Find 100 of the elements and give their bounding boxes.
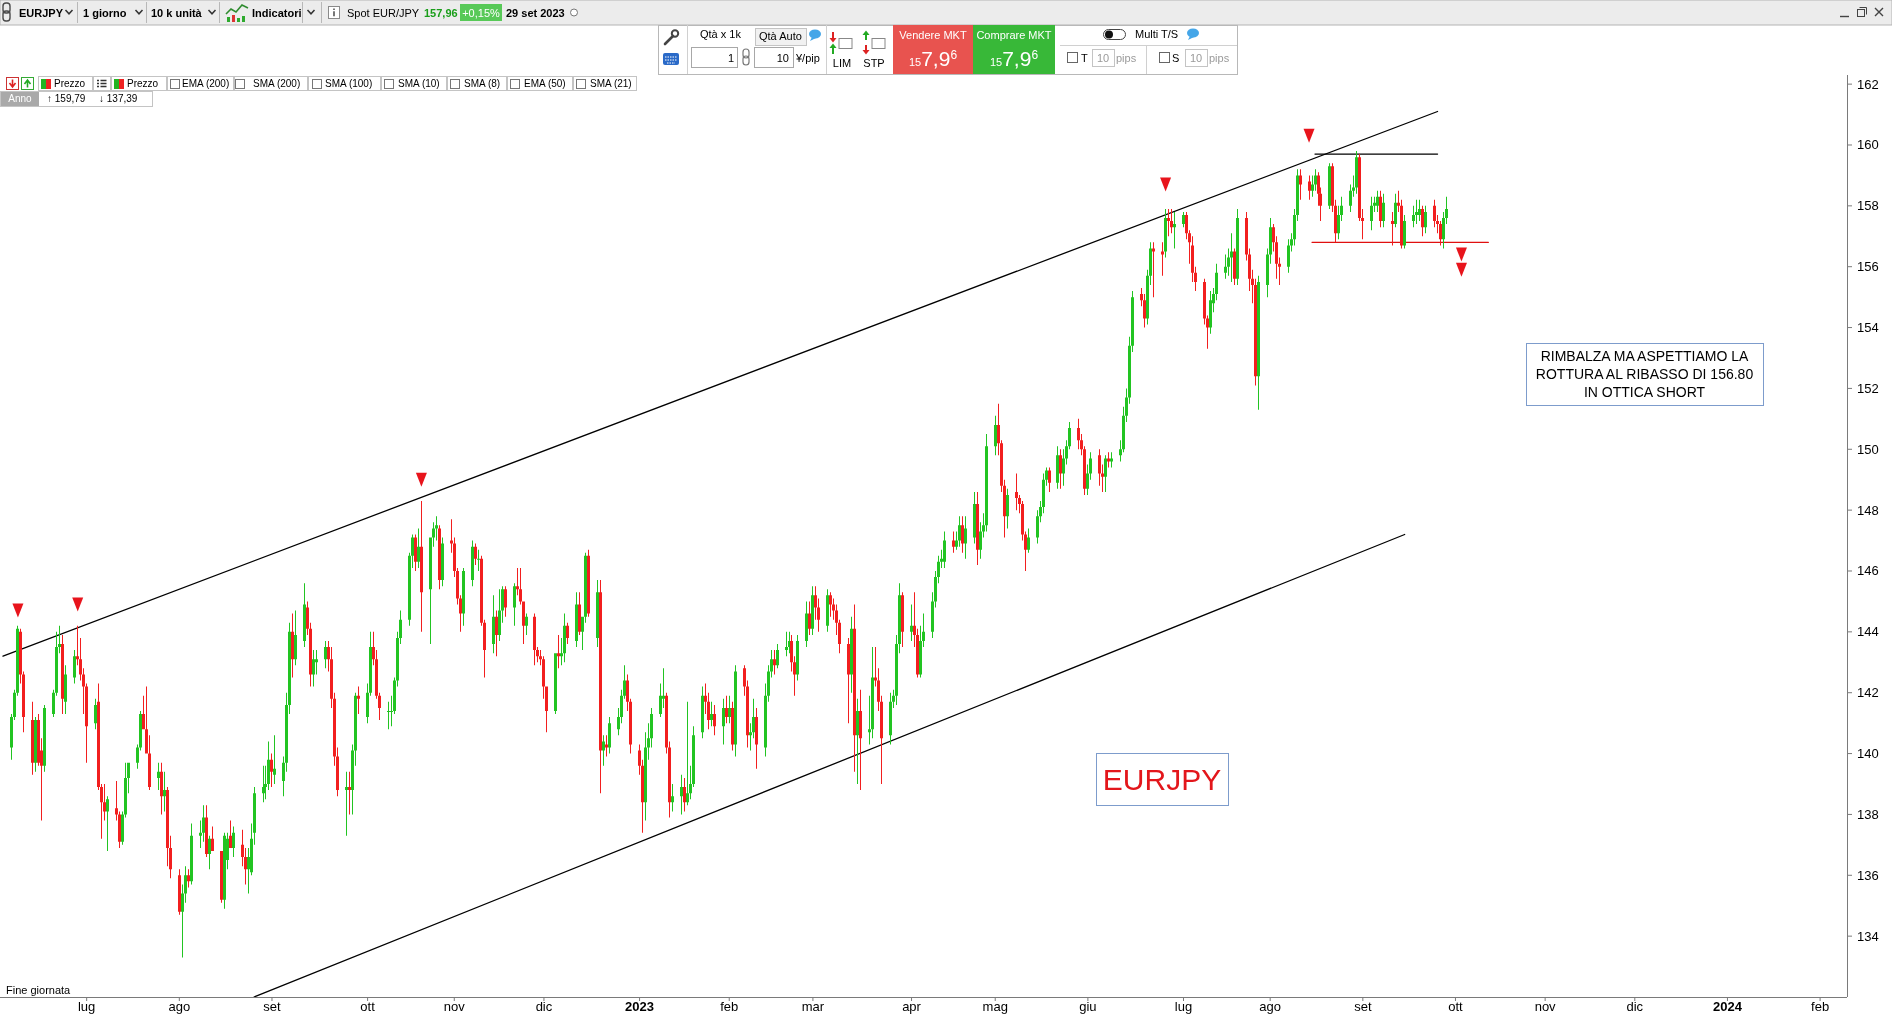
candlestick (796, 634, 799, 681)
x-tick-label: dic (535, 999, 553, 1014)
text: Spot EUR/JPY (347, 7, 420, 19)
candlestick (608, 717, 611, 754)
candlestick (1173, 211, 1176, 249)
candlestick (1328, 163, 1331, 209)
candlestick (1027, 528, 1030, 553)
candlestick (680, 774, 683, 815)
candlestick (554, 653, 557, 715)
candlestick (462, 567, 465, 626)
text: EURJPY (19, 7, 64, 19)
candlestick (785, 631, 788, 657)
candlestick (43, 704, 46, 772)
candlestick (492, 595, 495, 654)
candlestick (1167, 208, 1170, 237)
candlestick (776, 644, 779, 669)
annotation: EURJPY (1102, 763, 1222, 796)
x-tick-label: lug (77, 999, 96, 1014)
candlestick (417, 528, 420, 568)
text: LIM (832, 57, 852, 69)
x-tick-label: 2023 (625, 999, 655, 1014)
x-tick-label: apr (902, 999, 922, 1014)
text: 157,9$^{6}$ (989, 47, 1039, 70)
x-tick-label: ott (1448, 999, 1464, 1014)
candlestick (964, 516, 967, 559)
text: ¥/pip (795, 52, 820, 64)
x-tick-label: set (1354, 999, 1372, 1014)
point (72, 597, 84, 612)
annotation: EMA (50) (524, 78, 566, 89)
text: pips (1209, 52, 1230, 64)
text: 10 (1096, 52, 1110, 64)
text: 10 k unità (151, 7, 203, 19)
candlestick (850, 616, 853, 693)
y-tick-label: 136 (1857, 867, 1879, 883)
candlestick (683, 777, 686, 812)
candlestick (728, 695, 731, 724)
candlestick (157, 762, 160, 791)
candlestick (525, 613, 528, 635)
annotation: Anno (8, 93, 33, 104)
candlestick (566, 622, 569, 645)
candlestick (312, 650, 315, 687)
candlestick (31, 701, 34, 775)
y-tick-label: 156 (1857, 259, 1879, 275)
annotation: ↑ 159,79 (47, 93, 86, 104)
candlestick (420, 501, 423, 632)
candlestick (1182, 211, 1185, 228)
candlestick (773, 650, 776, 675)
y-tick-label: 134 (1857, 928, 1879, 944)
candlestick (943, 531, 946, 568)
candlestick (952, 531, 955, 553)
candlestick (605, 735, 608, 757)
text: Vendere MKT (899, 29, 967, 41)
candlestick (1170, 208, 1173, 234)
candlestick (220, 850, 223, 903)
x-tick-label: feb (720, 999, 739, 1014)
candlestick (441, 537, 444, 587)
candlestick (755, 707, 758, 769)
x-tick-label: giu (1079, 999, 1097, 1014)
candlestick (1006, 488, 1009, 529)
candlestick (1382, 193, 1385, 228)
candlestick (414, 534, 417, 571)
candlestick (826, 589, 829, 632)
candlestick (1236, 208, 1239, 285)
y-tick-label: 140 (1857, 746, 1879, 762)
candlestick (477, 549, 480, 571)
candlestick (438, 525, 441, 590)
candlestick (1110, 452, 1113, 468)
candlestick (1308, 175, 1311, 200)
x-tick-label: nov (1534, 999, 1557, 1014)
candlestick (1164, 208, 1167, 258)
candlestick (61, 634, 64, 715)
candlestick (1403, 214, 1406, 249)
candlestick (1418, 199, 1421, 222)
annotation: SMA (8) (464, 78, 501, 89)
candlestick (504, 586, 507, 617)
text: Multi T/S (1135, 28, 1179, 40)
text: Comprare MKT (976, 29, 1052, 41)
y-tick-label: 158 (1857, 198, 1879, 214)
point (12, 603, 24, 618)
y-tick-label: 152 (1857, 380, 1879, 396)
candlestick (686, 701, 689, 806)
y-tick-label: 162 (1857, 76, 1879, 92)
candlestick (270, 753, 273, 788)
x-tick-label: mag (982, 999, 1008, 1014)
text: 157,96 (424, 7, 458, 19)
candlestick (722, 698, 725, 745)
x-tick-label: set (263, 999, 282, 1014)
candlestick (178, 869, 181, 915)
candlestick (596, 580, 599, 648)
candlestick (1104, 455, 1107, 492)
candlestick (976, 491, 979, 565)
candlestick (829, 592, 832, 617)
x-tick-label: mar (801, 999, 825, 1014)
annotation: SMA (21) (590, 78, 632, 89)
candlestick (1048, 467, 1051, 492)
candlestick (1209, 291, 1212, 334)
candlestick (34, 717, 37, 772)
candlestick (958, 516, 961, 547)
candlestick (1415, 199, 1418, 225)
candlestick (961, 516, 964, 553)
